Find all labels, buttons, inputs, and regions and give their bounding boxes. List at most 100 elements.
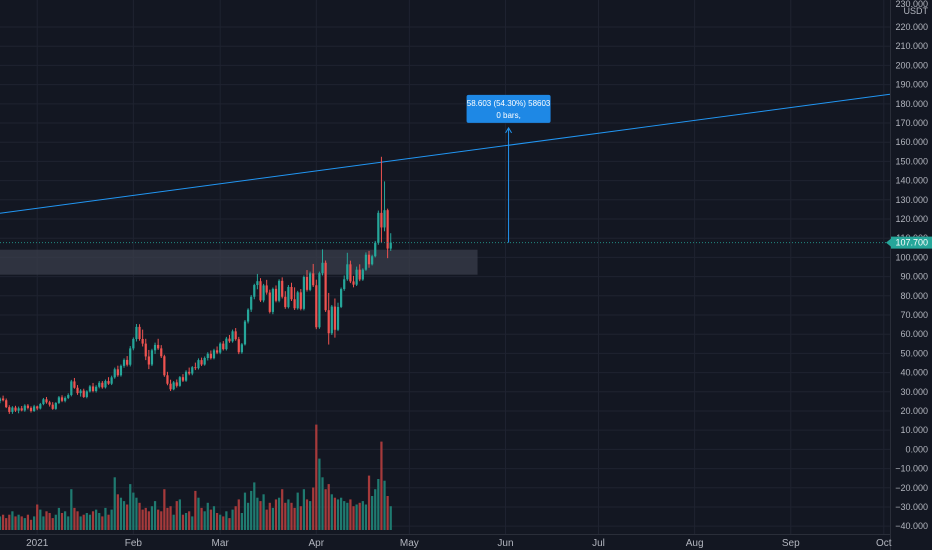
- volume-bar: [36, 504, 39, 530]
- support-zone[interactable]: [0, 249, 478, 275]
- volume-bar: [346, 502, 349, 530]
- volume-bar: [122, 501, 126, 530]
- candle-body: [14, 407, 17, 411]
- volume-bar: [312, 487, 315, 530]
- candle-body: [296, 292, 299, 309]
- candle-body: [212, 350, 216, 359]
- candle-body: [209, 353, 212, 359]
- volume-bar: [169, 506, 172, 530]
- candle-body: [277, 280, 281, 301]
- volume-bar: [29, 519, 33, 530]
- candle-body: [172, 382, 175, 390]
- trend-line[interactable]: [0, 93, 891, 214]
- volume-bar: [116, 494, 119, 530]
- candle-body: [160, 348, 163, 357]
- candle-body: [305, 276, 309, 290]
- trendline-segment[interactable]: [0, 93, 891, 214]
- volume-bar: [48, 513, 51, 530]
- candle-body: [349, 264, 352, 282]
- zone-rectangle[interactable]: [0, 249, 478, 275]
- candle-body: [73, 381, 76, 388]
- candle-body: [39, 404, 42, 409]
- volume-bar: [113, 477, 116, 530]
- candle-body: [271, 288, 275, 312]
- volume-bar: [215, 513, 219, 530]
- candle-body: [371, 256, 374, 265]
- candle-body: [169, 383, 172, 390]
- candle-body: [203, 357, 206, 365]
- volume-bar: [73, 507, 76, 530]
- measure-tool[interactable]: 58.603 (54.30%) 58603 0 bars,: [466, 94, 551, 243]
- candle-body: [67, 395, 70, 398]
- volume-bar: [343, 501, 346, 530]
- candle-body: [122, 359, 126, 366]
- volume-bar: [250, 490, 253, 530]
- candle-body: [330, 306, 333, 334]
- volume-bar: [101, 516, 104, 530]
- volume-bar: [287, 499, 290, 530]
- volume-bar: [23, 518, 26, 530]
- candle-body: [250, 296, 253, 310]
- candle-body: [380, 212, 383, 228]
- candle-body: [113, 369, 116, 378]
- candle-body: [194, 367, 197, 369]
- volume-bar: [39, 509, 42, 530]
- volume-bar: [321, 477, 324, 530]
- current-price-tag[interactable]: [891, 236, 932, 249]
- candle-body: [197, 360, 200, 369]
- volume-bar: [163, 489, 166, 530]
- volume-bar: [383, 480, 386, 530]
- price-tick-label: 50.000: [900, 348, 928, 358]
- candle-body: [157, 344, 160, 349]
- time-axis[interactable]: 2021 Feb Mar Apr May Jun Jul Aug Sep Oct: [0, 534, 892, 550]
- measure-label-line1: 58.603 (54.30%) 58603: [467, 99, 551, 108]
- volume-bar: [0, 516, 2, 530]
- time-tick-label: Mar: [212, 538, 230, 549]
- volume-bar: [54, 514, 57, 530]
- volume-bar: [157, 509, 160, 530]
- volume-bar: [274, 499, 278, 530]
- measure-label-line2: 0 bars,: [496, 111, 520, 120]
- candle-body: [70, 381, 73, 396]
- candle-body: [377, 212, 380, 243]
- price-tick-label: −30.000: [895, 502, 928, 512]
- volume-bar: [175, 501, 178, 530]
- volume-bar: [32, 516, 36, 530]
- candle-body: [243, 321, 247, 345]
- candle-body: [290, 286, 293, 300]
- volume-bar: [327, 484, 330, 530]
- volume-bar: [315, 424, 318, 530]
- price-axis[interactable]: 220.000 210.000 200.000 190.000 180.000 170.0…: [886, 0, 932, 550]
- candle-body: [246, 309, 250, 322]
- price-tick-label: 70.000: [900, 310, 928, 320]
- volume-bar: [88, 514, 92, 530]
- volume-bar: [67, 516, 70, 530]
- candle-body: [383, 210, 386, 228]
- candle-body: [20, 408, 23, 411]
- price-tick-label: 180.000: [895, 99, 928, 109]
- measure-label-box[interactable]: [466, 94, 551, 123]
- candle-body: [259, 281, 262, 301]
- volume-bar: [367, 475, 371, 530]
- candle-body: [284, 296, 287, 308]
- candle-body: [308, 273, 312, 290]
- volume-bar: [107, 514, 110, 530]
- price-tick-label: 210.000: [895, 41, 928, 51]
- volume-bar: [45, 511, 48, 530]
- volume-bar: [129, 484, 132, 530]
- candle-body: [141, 338, 144, 344]
- current-price-label: 107.700: [895, 238, 928, 248]
- candle-body: [200, 360, 203, 365]
- volume-bar: [253, 482, 256, 530]
- candle-body: [315, 285, 318, 328]
- volume-bar: [178, 499, 181, 530]
- candle-body: [91, 386, 95, 392]
- volume-bar: [259, 501, 262, 530]
- volume-bar: [95, 509, 98, 530]
- volume-bar: [11, 511, 14, 530]
- volume-bar: [324, 489, 327, 530]
- volume-bar: [349, 499, 352, 530]
- volume-bar: [153, 501, 157, 530]
- volume-bar: [188, 511, 191, 530]
